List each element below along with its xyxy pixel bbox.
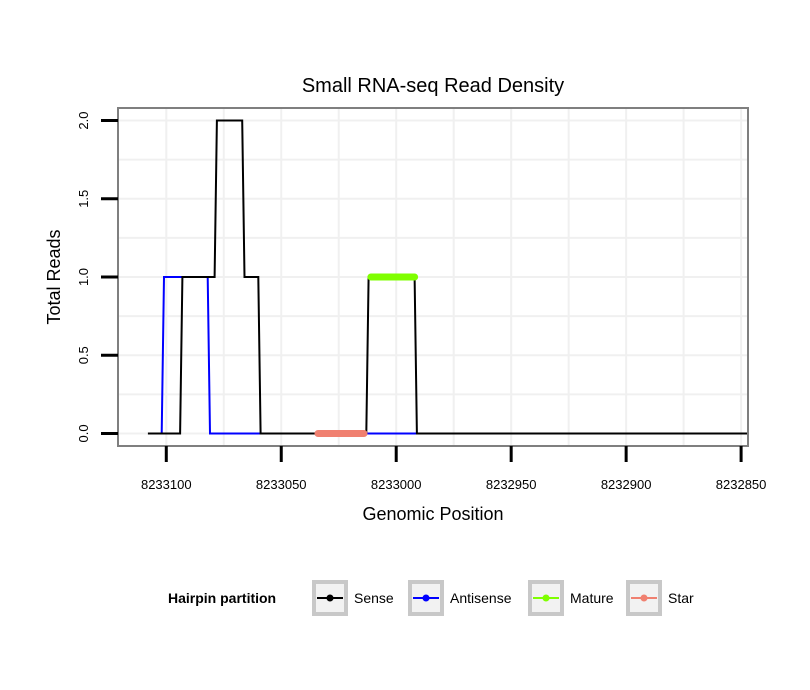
axes: 8233100 8233050 8233000 8232950 8232900 82328…	[76, 111, 766, 492]
legend-key-point	[640, 594, 648, 602]
legend-label: Star	[668, 590, 694, 606]
series-layer	[147, 119, 748, 437]
y-tick-label: 1.0	[76, 268, 91, 286]
x-tick-label: 8232850	[716, 477, 767, 492]
legend: Hairpin partition Sense Antisense Mature St…	[168, 580, 694, 616]
x-tick-label: 8232950	[486, 477, 537, 492]
x-tick-label: 8232900	[601, 477, 652, 492]
y-tick-label: 1.5	[76, 190, 91, 208]
x-tick-label: 8233000	[371, 477, 422, 492]
x-axis-title: Genomic Position	[362, 504, 503, 524]
legend-key-point	[326, 594, 334, 602]
y-axis-title: Total Reads	[44, 229, 64, 324]
chart-title: Small RNA-seq Read Density	[302, 75, 564, 97]
x-tick-label: 8233100	[141, 477, 192, 492]
legend-label: Mature	[570, 590, 614, 606]
legend-title: Hairpin partition	[168, 590, 276, 606]
y-tick-label: 2.0	[76, 111, 91, 129]
y-tick-label: 0.0	[76, 424, 91, 442]
y-tick-label: 0.5	[76, 346, 91, 364]
legend-label: Antisense	[450, 590, 512, 606]
legend-label: Sense	[354, 590, 394, 606]
legend-key-point	[422, 594, 430, 602]
x-tick-label: 8233050	[256, 477, 307, 492]
legend-key-point	[542, 594, 550, 602]
